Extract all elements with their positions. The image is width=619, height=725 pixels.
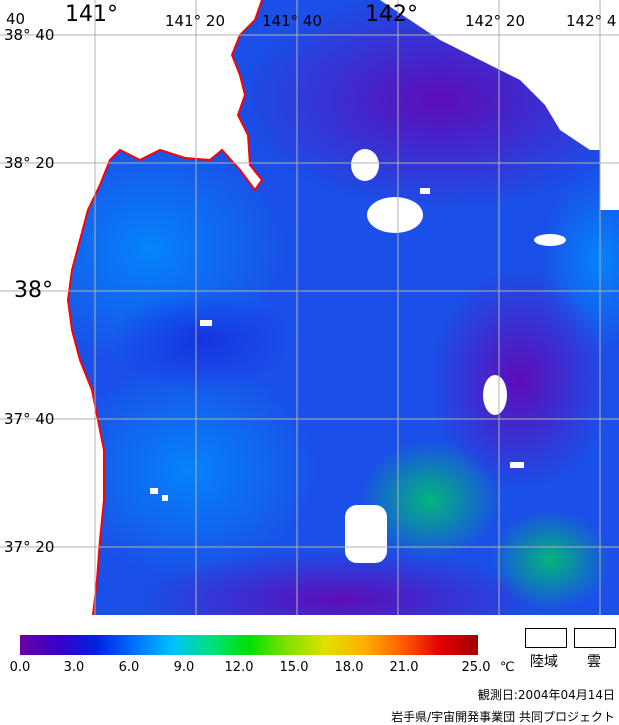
coastline [66, 0, 264, 615]
lon-label-141: 141° [65, 2, 118, 27]
cloud-small-4 [420, 188, 430, 194]
colorbar-tick: 18.0 [334, 660, 364, 675]
sea-temperature-map [0, 0, 619, 615]
cloud-large-south [345, 505, 387, 563]
cold-patch-east [430, 270, 610, 490]
warm-patch-southwest [60, 360, 320, 580]
cloud-2 [367, 197, 423, 233]
cloud-1 [351, 149, 379, 181]
cloud-small-3 [200, 320, 212, 326]
cold-patch-bottom [140, 550, 540, 615]
observation-date: 観測日:2004年04月14日 [477, 688, 615, 702]
temperature-colorbar [20, 635, 478, 655]
warm-patch-south [360, 440, 500, 560]
cold-patch-center [110, 290, 290, 390]
lat-label-37-40: 37° 40 [4, 410, 55, 428]
cloud-small-2 [162, 495, 168, 501]
lon-label-142-20: 142° 20 [465, 12, 525, 30]
lon-label-141-20: 141° 20 [165, 12, 225, 30]
graticule [0, 0, 619, 615]
cloud-legend-label: 雲 [587, 654, 601, 670]
colorbar-tick: 3.0 [63, 660, 85, 675]
colorbar-tick: 9.0 [173, 660, 195, 675]
land-legend-label: 陸域 [530, 654, 558, 670]
lon-label-141-40: 141° 40 [262, 12, 322, 30]
colorbar-tick: 25.0 [461, 660, 491, 675]
lon-label-142-40: 142° 4 [566, 12, 617, 30]
lon-label-142: 142° [365, 2, 418, 27]
lat-label-38-20: 38° 20 [4, 154, 55, 172]
cloud-3 [534, 234, 566, 246]
credits: 岩手県/宇宙開発事業団 共同プロジェクト [391, 710, 615, 724]
colorbar-tick: 12.0 [224, 660, 254, 675]
cloud-legend-swatch [574, 628, 616, 648]
cloud-north [380, 0, 619, 150]
colorbar-tick: 15.0 [279, 660, 309, 675]
temperature-unit: ℃ [500, 660, 515, 675]
cloud-4 [483, 375, 507, 415]
land-legend-swatch [525, 628, 567, 648]
cloud-small-1 [150, 488, 158, 494]
lat-label-38-40: 38° 40 [4, 26, 55, 44]
colorbar-tick: 0.0 [9, 660, 31, 675]
lat-label-37-20: 37° 20 [4, 538, 55, 556]
lat-label-38: 38° [14, 278, 53, 303]
corner-label: 40 [6, 10, 26, 28]
cloud-east-edge [600, 150, 619, 210]
cloud-small-5 [510, 462, 524, 468]
colorbar-tick: 21.0 [389, 660, 419, 675]
colorbar-tick: 6.0 [118, 660, 140, 675]
